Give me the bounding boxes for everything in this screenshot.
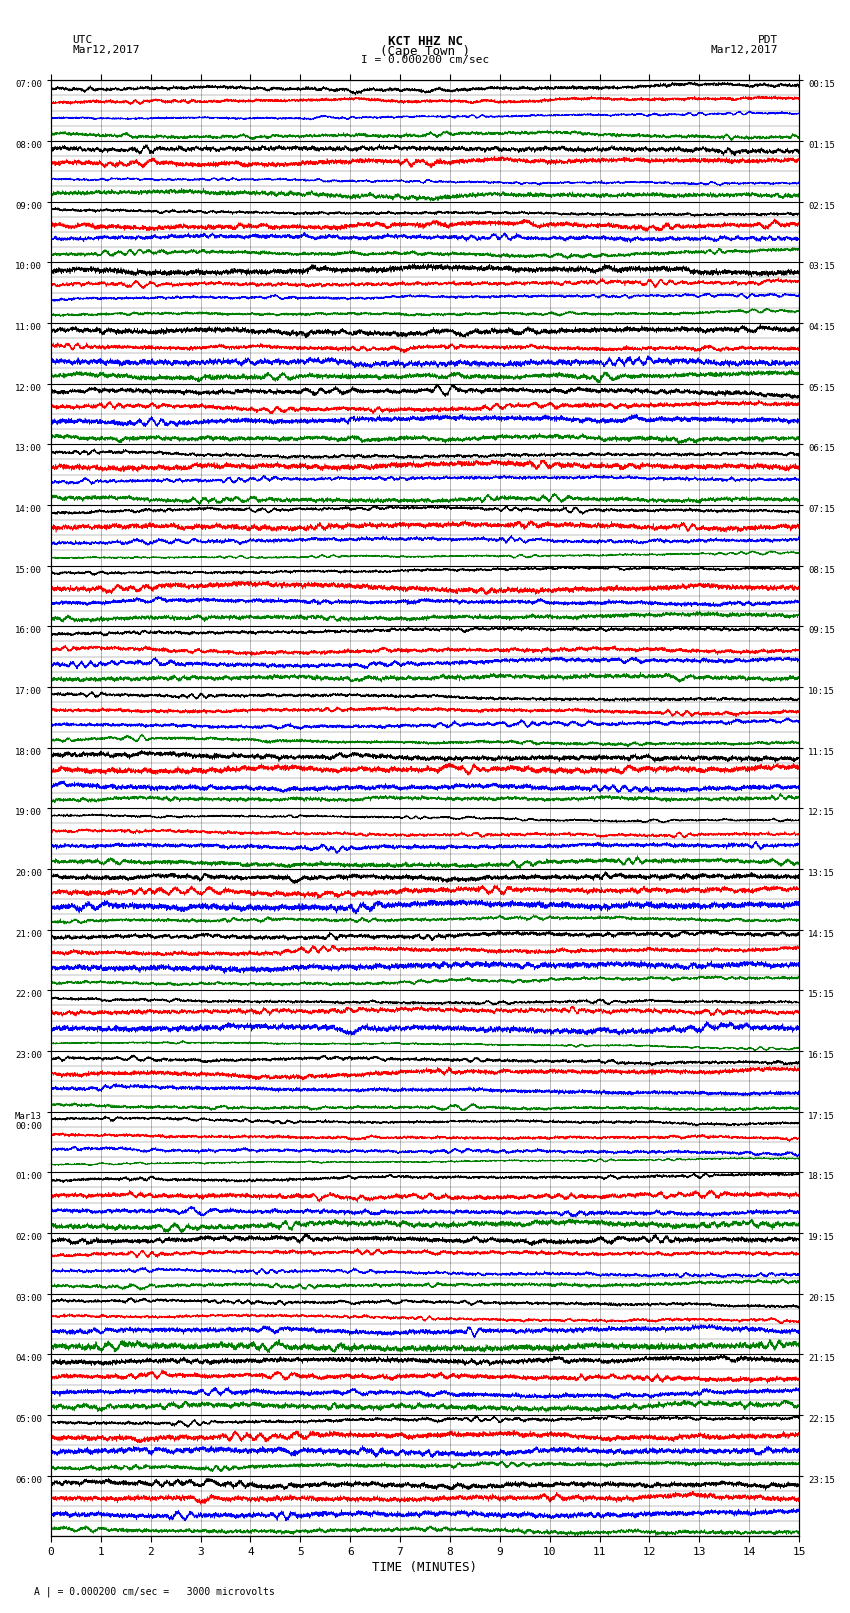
Text: UTC: UTC [72, 35, 93, 45]
Text: KCT HHZ NC: KCT HHZ NC [388, 35, 462, 48]
Text: Mar12,2017: Mar12,2017 [72, 45, 139, 55]
Text: PDT: PDT [757, 35, 778, 45]
X-axis label: TIME (MINUTES): TIME (MINUTES) [372, 1561, 478, 1574]
Text: I = 0.000200 cm/sec: I = 0.000200 cm/sec [361, 55, 489, 65]
Text: Mar12,2017: Mar12,2017 [711, 45, 778, 55]
Text: (Cape Town ): (Cape Town ) [380, 45, 470, 58]
Text: A | = 0.000200 cm/sec =   3000 microvolts: A | = 0.000200 cm/sec = 3000 microvolts [34, 1586, 275, 1597]
